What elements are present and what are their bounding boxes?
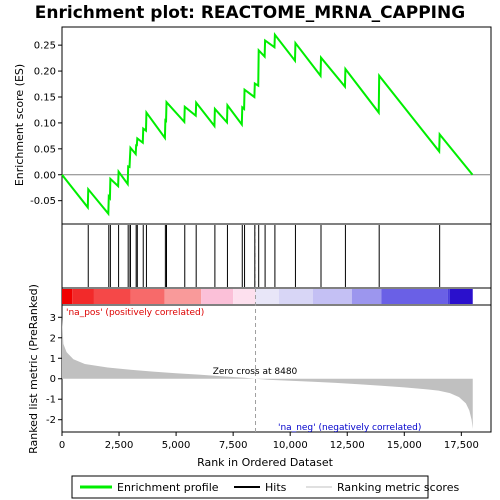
enrichment-profile-line — [61, 31, 474, 217]
x-tick-label: 12,500 — [330, 440, 365, 451]
x-axis: 0 2,500 5,000 7,500 10,000 12,500 15,000 17,500 — [59, 432, 479, 451]
x-axis-label: Rank in Ordered Dataset — [197, 456, 334, 469]
legend-hits-label: Hits — [265, 481, 287, 494]
metric-axis: -2 -1 0 1 2 3 — [46, 313, 62, 426]
es-y-tick-label: 0.25 — [34, 41, 56, 52]
es-y-tick-label: 0.15 — [34, 92, 56, 103]
x-tick-label: 7,500 — [219, 440, 248, 451]
heat-segment — [313, 289, 352, 304]
heat-segment — [164, 289, 202, 304]
rank-heat-bar — [62, 289, 473, 304]
heat-segment — [255, 289, 279, 304]
metric-y-tick-label: 3 — [50, 313, 56, 324]
es-y-axis-label: Enrichment score (ES) — [13, 64, 26, 186]
legend-ranking-metric-label: Ranking metric scores — [337, 481, 459, 494]
chart-title: Enrichment plot: REACTOME_MRNA_CAPPING — [35, 3, 465, 23]
x-tick-label: 17,500 — [444, 440, 479, 451]
es-y-tick-label: 0.00 — [34, 170, 56, 181]
es-axis: -0.05 0.00 0.05 0.10 0.15 0.20 0.25 — [30, 41, 62, 207]
es-y-tick-label: 0.10 — [34, 118, 56, 129]
metric-y-axis-label: Ranked list metric (PreRanked) — [27, 284, 40, 454]
heat-segment — [278, 289, 314, 304]
heat-segment — [447, 289, 450, 304]
legend-enrichment-profile-label: Enrichment profile — [117, 481, 219, 494]
heat-segment — [130, 289, 165, 304]
x-tick-label: 5,000 — [162, 440, 191, 451]
heat-segment — [62, 289, 73, 304]
metric-y-tick-label: 2 — [50, 333, 56, 344]
heat-segment — [351, 289, 382, 304]
hit-marks — [87, 225, 441, 287]
negative-correlation-label: 'na_neg' (negatively correlated) — [278, 423, 421, 433]
ranking-metric-area — [62, 317, 473, 429]
x-tick-label: 10,000 — [273, 440, 308, 451]
es-y-tick-label: 0.05 — [34, 144, 56, 155]
heat-segment — [93, 289, 131, 304]
metric-y-tick-label: -1 — [46, 395, 56, 406]
heat-segment — [381, 289, 448, 304]
heat-segment — [233, 289, 256, 304]
heat-segment — [449, 289, 473, 304]
x-tick-label: 0 — [59, 440, 65, 451]
metric-y-tick-label: -2 — [46, 415, 56, 426]
zero-cross-label: Zero cross at 8480 — [213, 367, 298, 377]
metric-y-tick-label: 1 — [50, 354, 56, 365]
metric-y-tick-label: 0 — [50, 374, 56, 385]
x-tick-label: 2,500 — [105, 440, 134, 451]
es-panel — [61, 26, 492, 225]
es-y-tick-label: -0.05 — [30, 196, 56, 207]
metric-panel — [61, 304, 492, 433]
es-y-tick-label: 0.20 — [34, 67, 56, 78]
heat-segment — [72, 289, 94, 304]
heat-segment — [201, 289, 234, 304]
hits-panel — [61, 223, 492, 289]
x-tick-label: 15,000 — [387, 440, 422, 451]
positive-correlation-label: 'na_pos' (positively correlated) — [66, 308, 204, 318]
